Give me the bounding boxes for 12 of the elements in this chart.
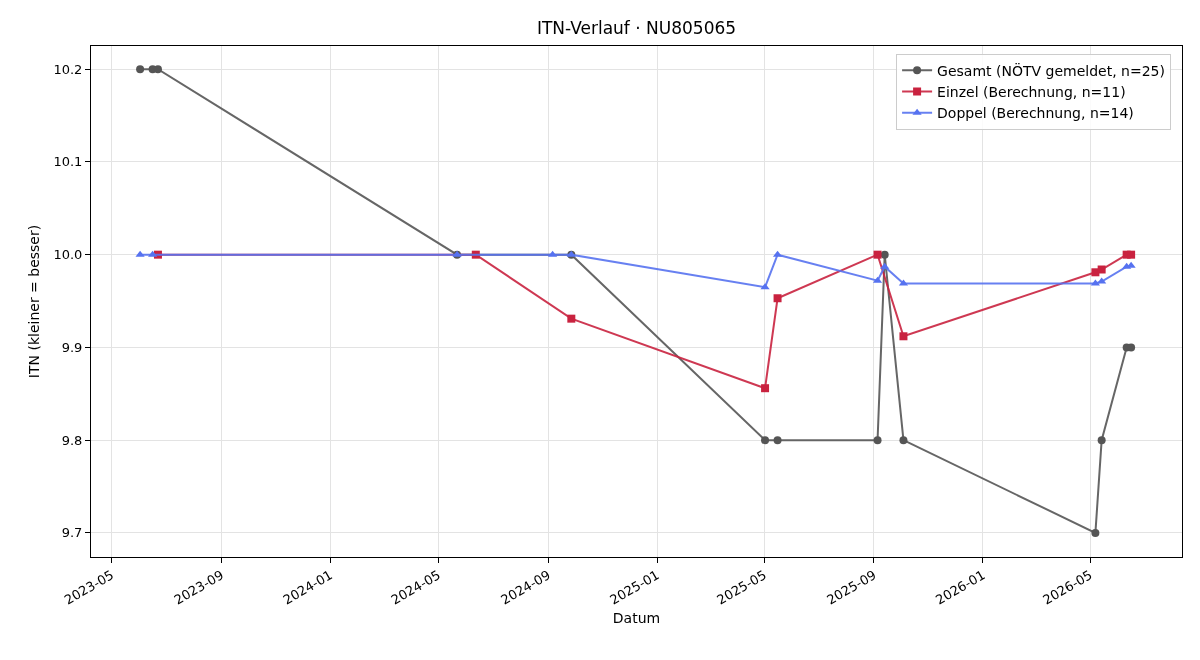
legend-label: Gesamt (NÖTV gemeldet, n=25): [937, 61, 1165, 79]
x-axis-title: Datum: [612, 609, 661, 626]
legend-label: Einzel (Berechnung, n=11): [937, 83, 1126, 100]
chart-title: ITN-Verlauf · NU805065: [536, 17, 737, 38]
y-tick-label: 9.8: [61, 432, 83, 448]
y-axis-title: ITN (kleiner = besser): [26, 224, 43, 379]
y-tick-label: 10.0: [53, 247, 83, 263]
y-tick-label: 9.9: [61, 339, 83, 355]
y-tick-label: 9.7: [61, 525, 83, 541]
legend-label: Doppel (Berechnung, n=14): [937, 105, 1134, 122]
y-tick-label: 10.1: [53, 154, 83, 170]
y-tick-label: 10.2: [53, 61, 83, 77]
